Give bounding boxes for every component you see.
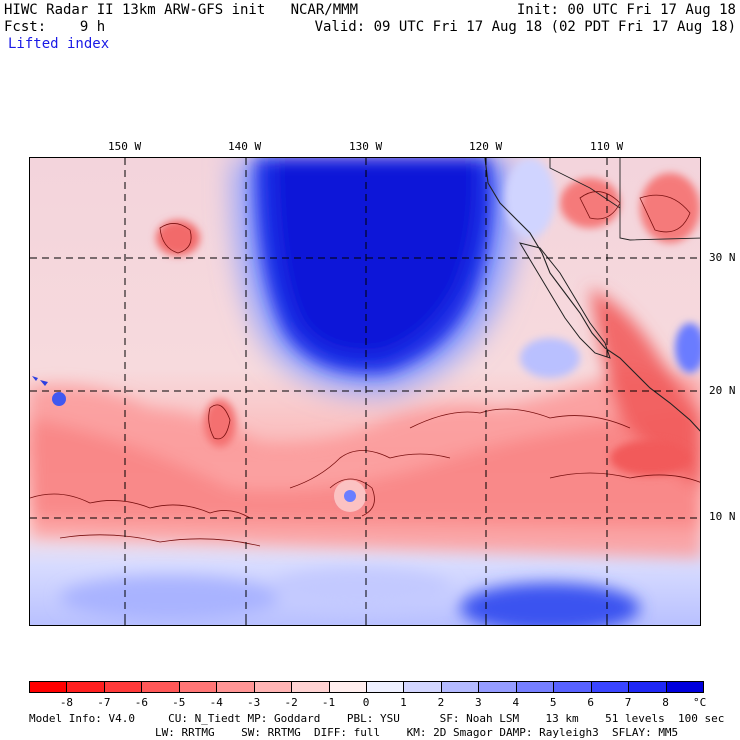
- colorbar-swatch: [216, 681, 255, 693]
- colorbar-tick-label: 7: [624, 696, 632, 709]
- colorbar-tick-label: -7: [97, 696, 111, 709]
- lifted-index-map: [29, 157, 701, 626]
- colorbar-swatch: [515, 681, 555, 693]
- lat-label-30n: 30 N: [709, 251, 736, 264]
- header-title: HIWC Radar II 13km ARW-GFS init NCAR/MMM: [4, 2, 359, 18]
- lat-lon-grid: [30, 158, 700, 625]
- unstable-band: [30, 288, 700, 558]
- model-info-line1: Model Info: V4.0 CU: N_Tiedt MP: Goddard…: [29, 712, 725, 725]
- colorbar-tick-label: -5: [172, 696, 186, 709]
- colorbar-swatch: [403, 681, 442, 693]
- colorbar-swatch: [178, 681, 218, 693]
- colorbar-swatch: [665, 681, 704, 693]
- colorbar-swatch: [291, 681, 330, 693]
- colorbar-swatch: [141, 681, 180, 693]
- hawaii-islands: [32, 376, 66, 406]
- colorbar-swatch: [253, 681, 293, 693]
- colorbar-swatch: [103, 681, 143, 693]
- colorbar-tick-label: -1: [321, 696, 336, 709]
- lon-label-110w: 110 W: [590, 140, 624, 153]
- colorbar-tick-label: -6: [134, 696, 148, 709]
- colorbar-tick-label: -8: [59, 696, 74, 709]
- colorbar-swatch: [66, 681, 105, 693]
- colorbar-swatch: [478, 681, 517, 693]
- lon-label-120w: 120 W: [469, 140, 503, 153]
- colorbar-tick-label: 2: [437, 696, 445, 709]
- colorbar-tick-label: -4: [209, 696, 223, 709]
- edge-ticks: [30, 257, 608, 625]
- forecast-hour: Fcst: 9 h: [4, 19, 106, 35]
- contour-lines: [30, 191, 700, 547]
- colorbar-tick-label: 6: [587, 696, 594, 709]
- coastline: [484, 158, 700, 432]
- model-info-line2: LW: RRTMG SW: RRTMG DIFF: full KM: 2D Sm…: [155, 726, 679, 739]
- unstable-spots: [156, 173, 700, 476]
- lat-label-20n: 20 N: [709, 384, 736, 397]
- valid-time: Valid: 09 UTC Fri 17 Aug 18 (02 PDT Fri …: [314, 19, 736, 35]
- southern-stable: [60, 568, 640, 625]
- colorbar-tick-label: 4: [512, 696, 520, 709]
- baja-peninsula: [518, 242, 611, 359]
- colorbar-tick-label: 8: [662, 696, 669, 709]
- lon-label-140w: 140 W: [228, 140, 262, 153]
- colorbar-tick-label: -3: [247, 696, 261, 709]
- colorbar-swatch: [440, 681, 480, 693]
- colorbar-swatch: [590, 681, 630, 693]
- colorbar-swatch: [553, 681, 592, 693]
- colorbar-unit: °C: [693, 696, 707, 709]
- lat-label-10n: 10 N: [709, 510, 736, 523]
- tropical-cyclone: [329, 478, 375, 517]
- colorbar-tick-label: 3: [475, 696, 482, 709]
- colorbar-swatch: [628, 681, 667, 693]
- lon-label-150w: 150 W: [108, 140, 142, 153]
- stable-dome-core: [255, 158, 493, 374]
- colorbar-tick-label: 1: [400, 696, 407, 709]
- colorbar-swatch: [328, 681, 367, 693]
- colorbar-tick-label: 5: [549, 696, 557, 709]
- field-name: Lifted index: [8, 36, 110, 52]
- lon-label-130w: 130 W: [349, 140, 383, 153]
- colorbar-tick-label: -2: [284, 696, 298, 709]
- colorbar-tick-label: 0: [362, 696, 370, 709]
- init-time: Init: 00 UTC Fri 17 Aug 18: [516, 2, 736, 18]
- colorbar-swatch: [29, 681, 68, 693]
- colorbar-swatch: [366, 681, 405, 693]
- map-field-svg: [30, 158, 700, 625]
